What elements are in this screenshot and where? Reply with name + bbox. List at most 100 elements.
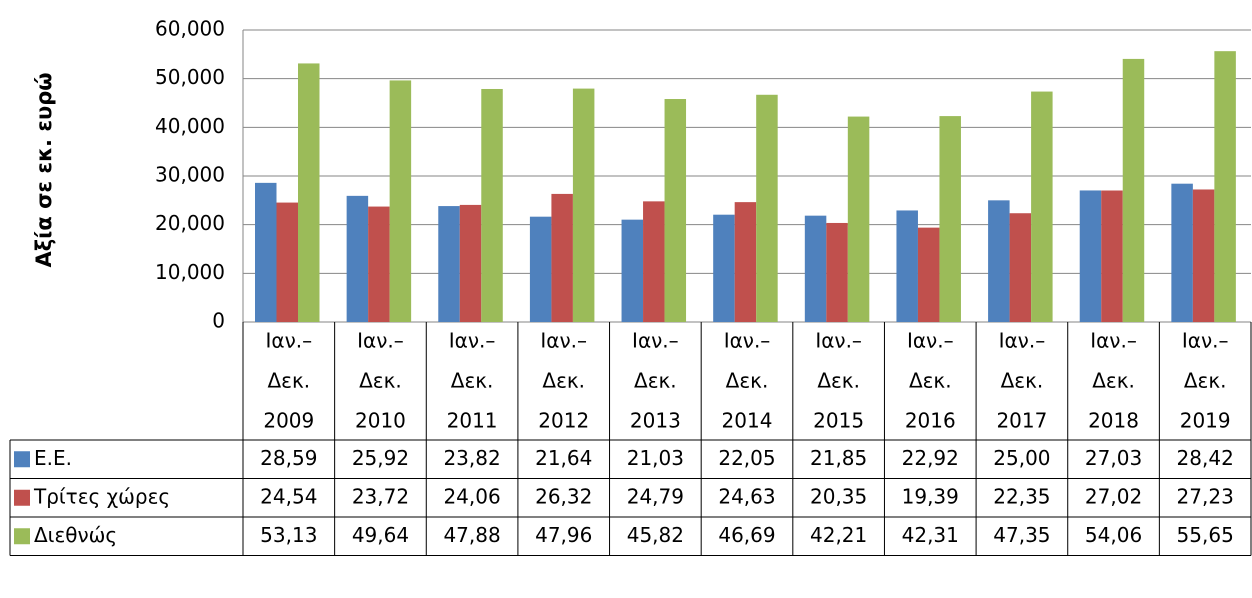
x-tick-label: Δεκ. <box>451 369 494 393</box>
table-cell: 26,32 <box>535 484 592 508</box>
bar <box>481 88 503 322</box>
bar <box>298 63 320 323</box>
bar <box>551 193 573 322</box>
bar <box>1214 51 1236 323</box>
x-tick-label: 2012 <box>538 409 589 433</box>
bar <box>572 88 595 322</box>
x-tick-label: Ιαν.– <box>1182 329 1229 353</box>
legend-swatch <box>14 489 30 506</box>
x-tick-label: 2018 <box>1088 409 1139 433</box>
bar <box>459 204 482 322</box>
x-tick-label: Δεκ. <box>726 369 769 393</box>
x-tick-label: 2011 <box>447 409 498 433</box>
x-tick-label: 2017 <box>996 409 1047 433</box>
table-cell: 25,00 <box>993 446 1050 470</box>
x-tick-label: Ιαν.– <box>357 329 404 353</box>
table-cell: 24,63 <box>718 484 775 508</box>
bar <box>826 222 848 322</box>
table-cell: 42,21 <box>810 523 867 547</box>
table-cell: 27,03 <box>1085 446 1142 470</box>
table-cell: 22,92 <box>902 446 959 470</box>
legend-swatch <box>14 451 30 468</box>
table-cell: 49,64 <box>352 523 409 547</box>
x-tick-label: Ιαν.– <box>907 329 954 353</box>
bar <box>756 94 778 322</box>
bar <box>804 215 827 322</box>
table-cell: 53,13 <box>260 523 317 547</box>
table-cell: 21,64 <box>535 446 592 470</box>
legend-swatch <box>14 528 30 545</box>
table-cell: 21,85 <box>810 446 867 470</box>
bar <box>1079 190 1102 322</box>
table-cell: 27,23 <box>1177 484 1234 508</box>
x-tick-label: Δεκ. <box>359 369 402 393</box>
table-cell: 23,82 <box>443 446 500 470</box>
bar <box>939 116 961 322</box>
x-tick-label: Δεκ. <box>909 369 952 393</box>
x-tick-label: Δεκ. <box>1092 369 1135 393</box>
x-tick-label: Δεκ. <box>1184 369 1227 393</box>
table-cell: 20,35 <box>810 484 867 508</box>
bar <box>1031 91 1053 323</box>
legend-label: Διεθνώς <box>34 523 117 547</box>
legend-label: Τρίτες χώρες <box>33 484 170 508</box>
x-tick-label: Ιαν.– <box>540 329 587 353</box>
bar <box>255 182 277 322</box>
table-cell: 24,54 <box>260 484 317 508</box>
bar <box>368 206 390 322</box>
bar <box>734 202 757 322</box>
y-tick-label: 60,000 <box>155 17 225 41</box>
table-cell: 47,96 <box>535 523 592 547</box>
bar <box>389 80 412 322</box>
y-tick-label: 10,000 <box>155 260 225 284</box>
x-tick-label: Δεκ. <box>267 369 310 393</box>
bar <box>621 219 644 322</box>
bar <box>1101 190 1123 322</box>
bar <box>896 210 918 322</box>
table-cell: 24,06 <box>443 484 500 508</box>
bar <box>1192 189 1215 322</box>
bar <box>1122 58 1145 323</box>
x-tick-label: Ιαν.– <box>632 329 679 353</box>
x-tick-label: 2019 <box>1180 409 1231 433</box>
table-cell: 42,31 <box>902 523 959 547</box>
x-tick-label: 2009 <box>263 409 314 433</box>
x-tick-label: 2010 <box>355 409 406 433</box>
y-axis-title: Αξία σε εκ. ευρώ <box>32 73 56 268</box>
table-cell: 23,72 <box>352 484 409 508</box>
table-cell: 21,03 <box>627 446 684 470</box>
bar <box>847 116 870 322</box>
bar <box>643 201 665 322</box>
y-tick-label: 50,000 <box>155 65 225 89</box>
table-cell: 28,59 <box>260 446 317 470</box>
bar <box>276 202 298 322</box>
table-cell: 27,02 <box>1085 484 1142 508</box>
bar <box>529 216 552 322</box>
table-cell: 24,79 <box>627 484 684 508</box>
bar <box>988 200 1010 322</box>
table-cell: 47,35 <box>993 523 1050 547</box>
x-tick-label: Δεκ. <box>634 369 677 393</box>
y-tick-label: 40,000 <box>155 114 225 138</box>
bar <box>1009 213 1032 322</box>
x-tick-label: 2015 <box>813 409 864 433</box>
table-cell: 47,88 <box>443 523 500 547</box>
bar <box>713 214 735 322</box>
table-cell: 28,42 <box>1177 446 1234 470</box>
x-tick-label: 2016 <box>905 409 956 433</box>
table-cell: 25,92 <box>352 446 409 470</box>
y-tick-label: 0 <box>212 309 225 333</box>
bar <box>438 206 460 322</box>
bar <box>664 99 687 322</box>
x-tick-label: Ιαν.– <box>999 329 1046 353</box>
x-tick-label: Ιαν.– <box>815 329 862 353</box>
legend-label: Ε.Ε. <box>34 446 72 470</box>
table-cell: 22,35 <box>993 484 1050 508</box>
table-cell: 46,69 <box>718 523 775 547</box>
x-tick-label: 2014 <box>722 409 773 433</box>
x-tick-label: Δεκ. <box>542 369 585 393</box>
table-cell: 55,65 <box>1177 523 1234 547</box>
y-tick-label: 20,000 <box>155 211 225 235</box>
x-tick-label: Δεκ. <box>817 369 860 393</box>
